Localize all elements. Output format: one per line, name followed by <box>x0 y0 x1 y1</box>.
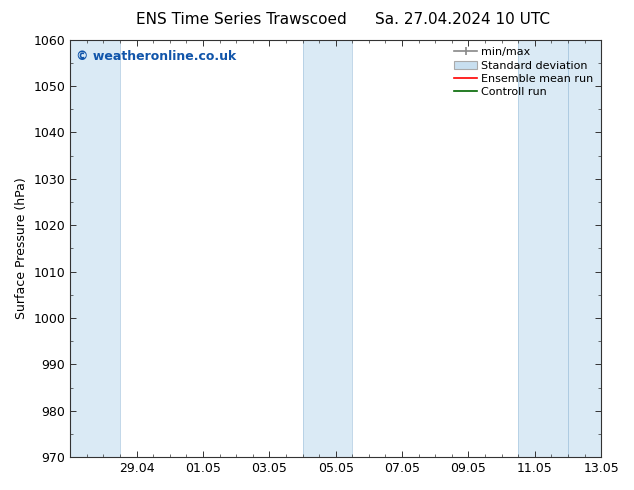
Text: ENS Time Series Trawscoed: ENS Time Series Trawscoed <box>136 12 346 27</box>
Text: Sa. 27.04.2024 10 UTC: Sa. 27.04.2024 10 UTC <box>375 12 550 27</box>
Bar <box>70 40 120 457</box>
Bar <box>518 40 568 457</box>
Bar <box>568 40 601 457</box>
Y-axis label: Surface Pressure (hPa): Surface Pressure (hPa) <box>15 177 28 319</box>
Legend: min/max, Standard deviation, Ensemble mean run, Controll run: min/max, Standard deviation, Ensemble me… <box>452 45 595 99</box>
Text: © weatheronline.co.uk: © weatheronline.co.uk <box>75 50 236 63</box>
Bar <box>302 40 353 457</box>
